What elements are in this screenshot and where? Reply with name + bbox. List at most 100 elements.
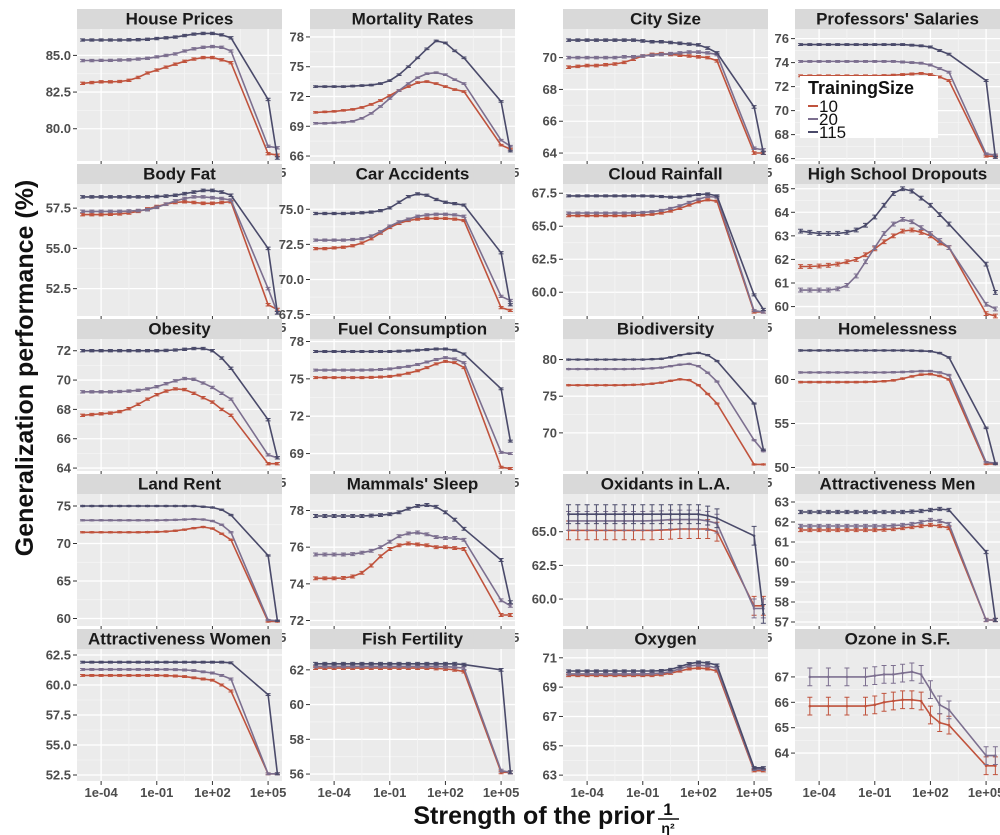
data-point bbox=[836, 60, 839, 63]
facet-strip bbox=[795, 629, 1000, 649]
data-point bbox=[901, 510, 904, 514]
data-point bbox=[910, 189, 914, 193]
data-point bbox=[360, 241, 364, 245]
data-point bbox=[752, 105, 756, 109]
data-point bbox=[220, 508, 224, 512]
data-point bbox=[697, 663, 700, 667]
data-point bbox=[90, 349, 94, 353]
y-tick-label: 75 bbox=[543, 389, 557, 404]
data-point bbox=[323, 350, 327, 353]
data-point bbox=[444, 200, 447, 204]
data-point bbox=[901, 526, 904, 530]
data-point bbox=[276, 311, 279, 315]
data-point bbox=[984, 262, 988, 266]
data-point bbox=[351, 662, 354, 666]
data-point bbox=[892, 60, 895, 63]
data-point bbox=[938, 75, 942, 79]
data-point bbox=[762, 308, 765, 311]
data-point bbox=[388, 367, 392, 371]
data-point bbox=[416, 662, 419, 666]
data-point bbox=[453, 217, 457, 221]
data-point bbox=[752, 438, 756, 442]
data-point bbox=[892, 527, 895, 531]
data-point bbox=[388, 224, 392, 228]
data-point bbox=[613, 62, 617, 66]
data-point bbox=[678, 51, 682, 55]
data-point bbox=[220, 391, 224, 395]
plot-background bbox=[795, 339, 1000, 471]
data-point bbox=[99, 518, 103, 522]
y-tick-label: 61 bbox=[775, 535, 789, 550]
data-point bbox=[499, 599, 503, 602]
data-point bbox=[687, 203, 691, 207]
data-point bbox=[752, 607, 756, 610]
data-point bbox=[266, 287, 270, 290]
data-point bbox=[342, 350, 345, 353]
data-point bbox=[453, 88, 457, 91]
data-point bbox=[99, 213, 103, 216]
x-tick-label: 1e-01 bbox=[373, 785, 406, 800]
y-tick-label: 65 bbox=[775, 181, 789, 196]
data-point bbox=[388, 540, 392, 543]
data-point bbox=[192, 517, 196, 521]
data-point bbox=[155, 385, 159, 388]
data-point bbox=[622, 214, 626, 217]
data-point bbox=[174, 529, 177, 533]
data-point bbox=[567, 214, 570, 217]
data-point bbox=[146, 518, 149, 522]
data-point bbox=[369, 350, 373, 353]
y-tick-label: 60 bbox=[290, 697, 304, 712]
data-point bbox=[938, 374, 942, 378]
data-point bbox=[453, 357, 457, 361]
data-point bbox=[155, 518, 159, 522]
data-point bbox=[901, 187, 904, 191]
data-point bbox=[220, 33, 224, 37]
data-point bbox=[342, 662, 345, 666]
data-point bbox=[211, 56, 214, 59]
data-point bbox=[174, 674, 177, 678]
data-point bbox=[509, 303, 512, 307]
data-point bbox=[687, 42, 691, 46]
data-point bbox=[211, 660, 214, 664]
data-point bbox=[660, 381, 663, 384]
data-point bbox=[314, 121, 317, 125]
data-point bbox=[919, 72, 923, 75]
data-point bbox=[332, 368, 336, 372]
y-tick-label: 65.0 bbox=[532, 524, 557, 539]
data-point bbox=[641, 672, 645, 676]
data-point bbox=[351, 552, 354, 556]
data-point bbox=[660, 357, 663, 361]
data-point bbox=[622, 669, 626, 673]
data-point bbox=[164, 660, 168, 664]
data-point bbox=[901, 377, 904, 380]
data-point bbox=[99, 674, 103, 677]
data-point bbox=[567, 38, 570, 42]
y-tick-label: 72.5 bbox=[279, 237, 304, 252]
data-point bbox=[499, 251, 503, 255]
data-point bbox=[369, 103, 373, 106]
data-point bbox=[901, 370, 904, 374]
x-tick-label: 1e-04 bbox=[570, 785, 604, 800]
data-point bbox=[127, 530, 131, 534]
data-point bbox=[929, 372, 932, 376]
data-point bbox=[799, 349, 802, 352]
data-point bbox=[118, 504, 121, 508]
data-point bbox=[425, 72, 429, 75]
data-point bbox=[434, 82, 438, 85]
facet-strip bbox=[795, 474, 1000, 494]
data-point bbox=[585, 669, 589, 673]
data-point bbox=[919, 226, 923, 229]
data-point bbox=[641, 669, 645, 673]
data-point bbox=[266, 772, 270, 776]
data-point bbox=[323, 121, 327, 125]
data-point bbox=[109, 660, 112, 664]
data-point bbox=[567, 56, 570, 59]
data-point bbox=[314, 350, 317, 353]
data-point bbox=[211, 202, 214, 205]
data-point bbox=[220, 660, 224, 664]
data-point bbox=[799, 380, 802, 384]
data-point bbox=[604, 211, 607, 215]
